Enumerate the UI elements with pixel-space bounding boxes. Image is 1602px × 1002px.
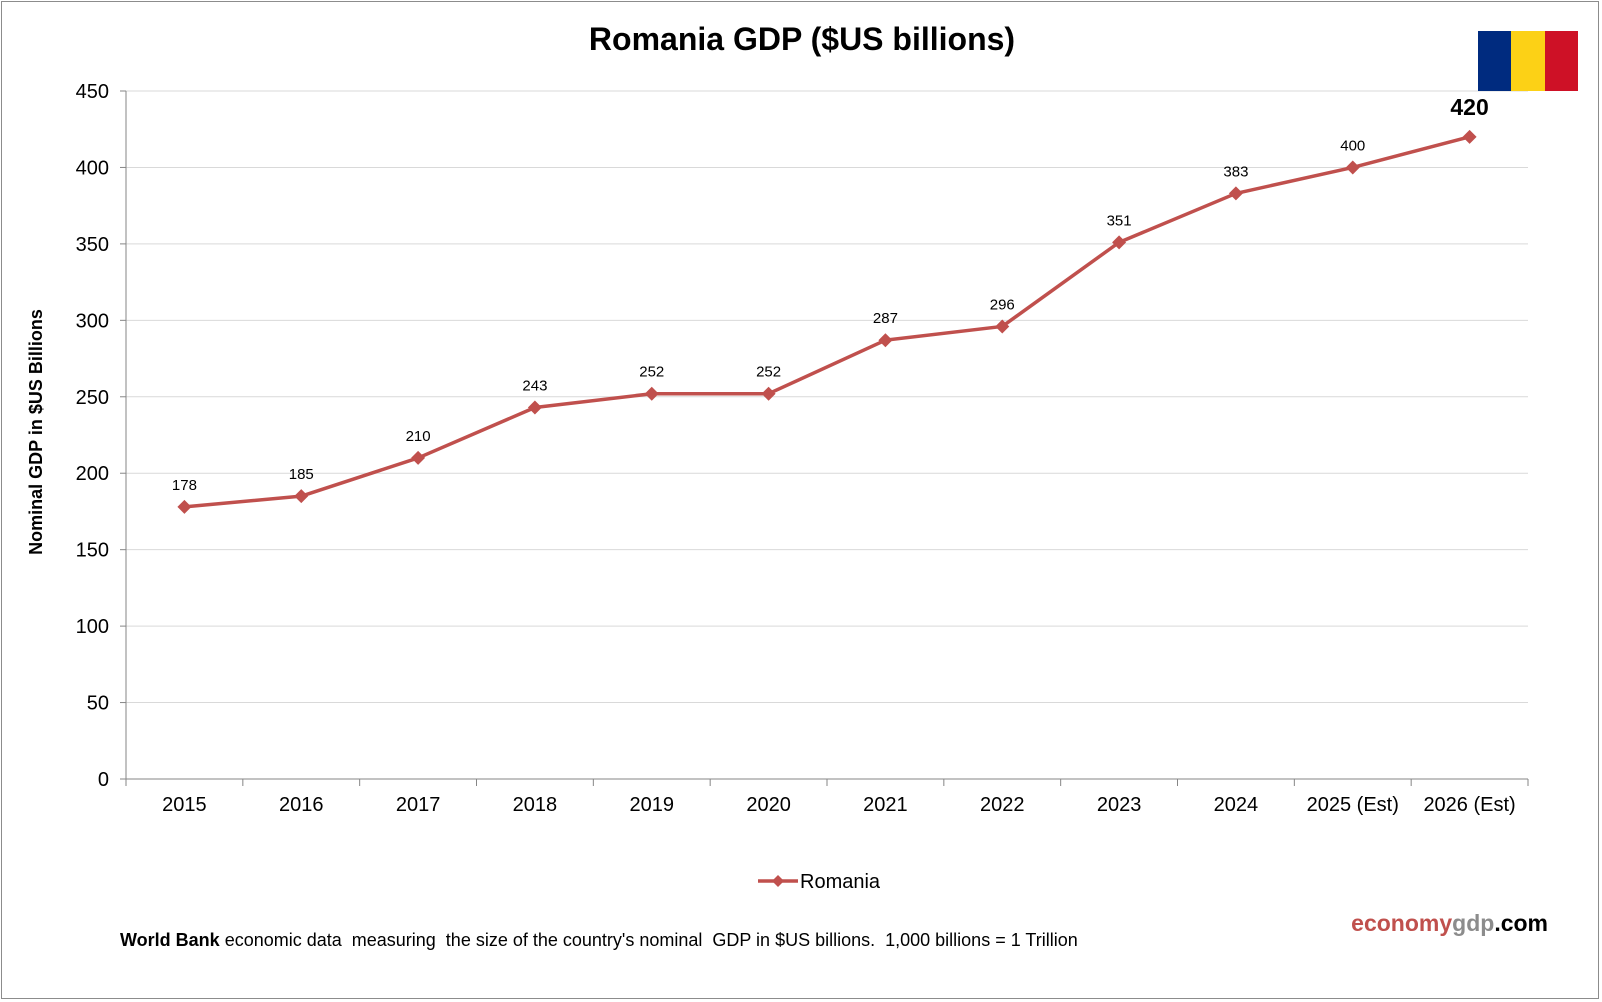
data-point-2020 bbox=[761, 386, 776, 401]
y-tick-label-300: 300 bbox=[76, 310, 109, 332]
brand-part-economy: economy bbox=[1351, 910, 1453, 936]
data-label-2019: 252 bbox=[639, 364, 664, 381]
flag-stripe-red bbox=[1544, 31, 1578, 91]
x-tick-label-2024: 2024 bbox=[1214, 794, 1259, 816]
footnote-source: World Bank bbox=[120, 930, 220, 950]
data-label-2018: 243 bbox=[522, 377, 547, 394]
data-label-2023: 351 bbox=[1107, 212, 1132, 229]
x-tick-label-2015: 2015 bbox=[162, 794, 207, 816]
y-tick-label-50: 50 bbox=[87, 693, 109, 715]
x-tick-label-2016: 2016 bbox=[279, 794, 324, 816]
x-tick-label-2025 (Est): 2025 (Est) bbox=[1307, 794, 1399, 816]
data-point-2025-Est- bbox=[1345, 160, 1360, 175]
footnote: World Bank economic data measuring the s… bbox=[120, 930, 1078, 951]
series-line-romania bbox=[184, 135, 1471, 509]
y-tick-label-0: 0 bbox=[98, 769, 109, 791]
data-point-2023 bbox=[1112, 235, 1127, 250]
data-label-2017: 210 bbox=[406, 428, 431, 445]
y-tick-label-150: 150 bbox=[76, 540, 109, 562]
flag-stripe-yellow bbox=[1511, 31, 1545, 91]
x-tick-label-2023: 2023 bbox=[1097, 794, 1142, 816]
data-label-2016: 185 bbox=[289, 466, 314, 483]
y-tick-label-450: 450 bbox=[76, 81, 109, 103]
x-tick-label-2021: 2021 bbox=[863, 794, 908, 816]
flag-stripe-blue bbox=[1478, 31, 1512, 91]
x-tick-label-2022: 2022 bbox=[980, 794, 1025, 816]
x-tick-label-2019: 2019 bbox=[630, 794, 675, 816]
y-tick-label-400: 400 bbox=[76, 157, 109, 179]
data-label-2025-Est-: 400 bbox=[1340, 137, 1365, 154]
data-label-2026-Est-: 420 bbox=[1450, 94, 1488, 120]
chart-title: Romania GDP ($US billions) bbox=[589, 21, 1015, 57]
x-tick-label-2017: 2017 bbox=[396, 794, 441, 816]
x-tick-label-2018: 2018 bbox=[513, 794, 558, 816]
y-tick-label-250: 250 bbox=[76, 387, 109, 409]
footnote-text: economic data measuring the size of the … bbox=[219, 930, 1078, 950]
x-tick-label-2020: 2020 bbox=[746, 794, 791, 816]
data-label-2015: 178 bbox=[172, 477, 197, 494]
data-label-2022: 296 bbox=[990, 296, 1015, 313]
y-tick-label-350: 350 bbox=[76, 234, 109, 256]
brand-logo: economygdp.com bbox=[1351, 910, 1548, 937]
data-label-2020: 252 bbox=[756, 364, 781, 381]
brand-part-com: .com bbox=[1494, 910, 1548, 936]
data-label-2024: 383 bbox=[1223, 163, 1248, 180]
data-point-2015 bbox=[177, 499, 192, 514]
data-point-2017 bbox=[411, 450, 426, 465]
data-point-2018 bbox=[527, 400, 542, 415]
legend-marker bbox=[772, 875, 784, 887]
data-point-2024 bbox=[1228, 186, 1243, 201]
romania-flag-icon bbox=[1478, 31, 1578, 91]
brand-part-gdp: gdp bbox=[1452, 910, 1495, 936]
x-tick-label-2026 (Est): 2026 (Est) bbox=[1423, 794, 1515, 816]
data-point-2016 bbox=[294, 489, 309, 504]
data-point-2019 bbox=[644, 386, 659, 401]
data-point-2026-Est- bbox=[1462, 129, 1477, 144]
data-point-2022 bbox=[995, 319, 1010, 334]
y-tick-label-200: 200 bbox=[76, 463, 109, 485]
y-tick-label-100: 100 bbox=[76, 616, 109, 638]
legend-label: Romania bbox=[800, 871, 881, 893]
y-axis-label: Nominal GDP in $US Billions bbox=[26, 309, 46, 555]
data-point-2021 bbox=[878, 333, 893, 348]
data-label-2021: 287 bbox=[873, 310, 898, 327]
